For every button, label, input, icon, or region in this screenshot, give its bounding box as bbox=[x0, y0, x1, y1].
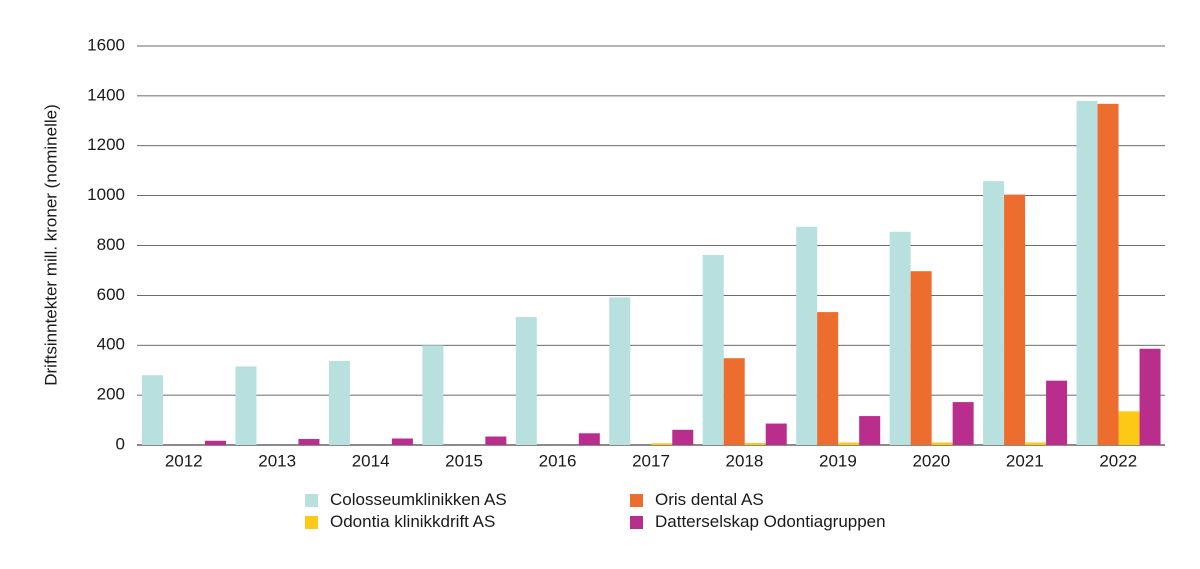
bar bbox=[744, 443, 766, 445]
bar bbox=[889, 231, 911, 445]
x-tick-label: 2016 bbox=[539, 451, 577, 470]
legend-swatch bbox=[630, 515, 643, 529]
x-tick-label: 2014 bbox=[352, 451, 390, 470]
bar bbox=[931, 442, 953, 445]
legend: Colosseumklinikken AS Oris dental AS Odo… bbox=[305, 489, 1005, 539]
x-tick-label: 2019 bbox=[819, 451, 857, 470]
y-tick-label: 1400 bbox=[87, 85, 125, 104]
bar bbox=[817, 312, 839, 445]
bar bbox=[485, 436, 507, 445]
x-tick-label: 2020 bbox=[912, 451, 950, 470]
bar bbox=[1046, 380, 1068, 445]
bar bbox=[838, 442, 860, 445]
x-tick-label: 2018 bbox=[726, 451, 764, 470]
bar bbox=[609, 297, 631, 445]
bar bbox=[578, 433, 600, 445]
bar bbox=[1025, 442, 1047, 445]
x-tick-label: 2013 bbox=[258, 451, 296, 470]
legend-item-odontia-klinikkdrift: Odontia klinikkdrift AS bbox=[305, 511, 495, 533]
bar bbox=[298, 439, 320, 445]
bar bbox=[205, 440, 226, 445]
bar bbox=[422, 345, 444, 445]
x-tick-label: 2022 bbox=[1099, 451, 1137, 470]
bar bbox=[765, 423, 787, 445]
x-tick-labels: 2012 2013 2014 2015 2016 2017 2018 2019 2020 2021… bbox=[165, 451, 1137, 470]
y-tick-label: 400 bbox=[97, 335, 125, 354]
bar bbox=[1097, 103, 1119, 445]
bar bbox=[1076, 100, 1098, 446]
y-tick-label: 1200 bbox=[87, 135, 125, 154]
bar bbox=[651, 443, 673, 445]
x-tick-label: 2015 bbox=[445, 451, 483, 470]
bar bbox=[910, 271, 932, 445]
legend-item-datterselskap: Datterselskap Odontiagruppen bbox=[630, 511, 886, 533]
y-tick-label: 800 bbox=[97, 235, 125, 254]
y-tick-label: 200 bbox=[97, 385, 125, 404]
bar bbox=[328, 360, 350, 445]
bar bbox=[1139, 348, 1161, 445]
bars bbox=[142, 100, 1161, 446]
legend-label: Colosseumklinikken AS bbox=[330, 490, 507, 509]
bar bbox=[672, 429, 694, 445]
legend-swatch bbox=[305, 515, 318, 529]
y-axis-label: Driftsinntekter mill. kroner (nominelle) bbox=[41, 104, 60, 386]
bar bbox=[796, 226, 818, 445]
legend-swatch bbox=[630, 493, 643, 507]
x-tick-label: 2017 bbox=[632, 451, 670, 470]
y-tick-label: 0 bbox=[116, 434, 125, 453]
bar bbox=[235, 366, 257, 445]
bar bbox=[1004, 194, 1026, 445]
bar bbox=[859, 416, 881, 445]
bar bbox=[515, 317, 537, 445]
bar bbox=[142, 375, 163, 445]
legend-swatch bbox=[305, 493, 318, 507]
bar bbox=[723, 358, 745, 445]
y-tick-label: 1000 bbox=[87, 185, 125, 204]
legend-label: Datterselskap Odontiagruppen bbox=[655, 512, 886, 531]
legend-item-colosseumklinikken: Colosseumklinikken AS bbox=[305, 489, 507, 511]
bar bbox=[1118, 411, 1140, 445]
y-tick-label: 1600 bbox=[87, 35, 125, 54]
legend-label: Oris dental AS bbox=[655, 490, 764, 509]
legend-label: Odontia klinikkdrift AS bbox=[330, 512, 496, 531]
x-tick-label: 2012 bbox=[165, 451, 203, 470]
x-tick-label: 2021 bbox=[1006, 451, 1044, 470]
bar bbox=[952, 402, 974, 445]
bar bbox=[983, 181, 1005, 445]
y-tick-labels: 0 200 400 600 800 1000 1200 1400 1600 bbox=[87, 35, 125, 453]
legend-item-oris-dental: Oris dental AS bbox=[630, 489, 764, 511]
bar bbox=[702, 254, 724, 445]
y-tick-label: 600 bbox=[97, 285, 125, 304]
bar bbox=[391, 438, 413, 445]
